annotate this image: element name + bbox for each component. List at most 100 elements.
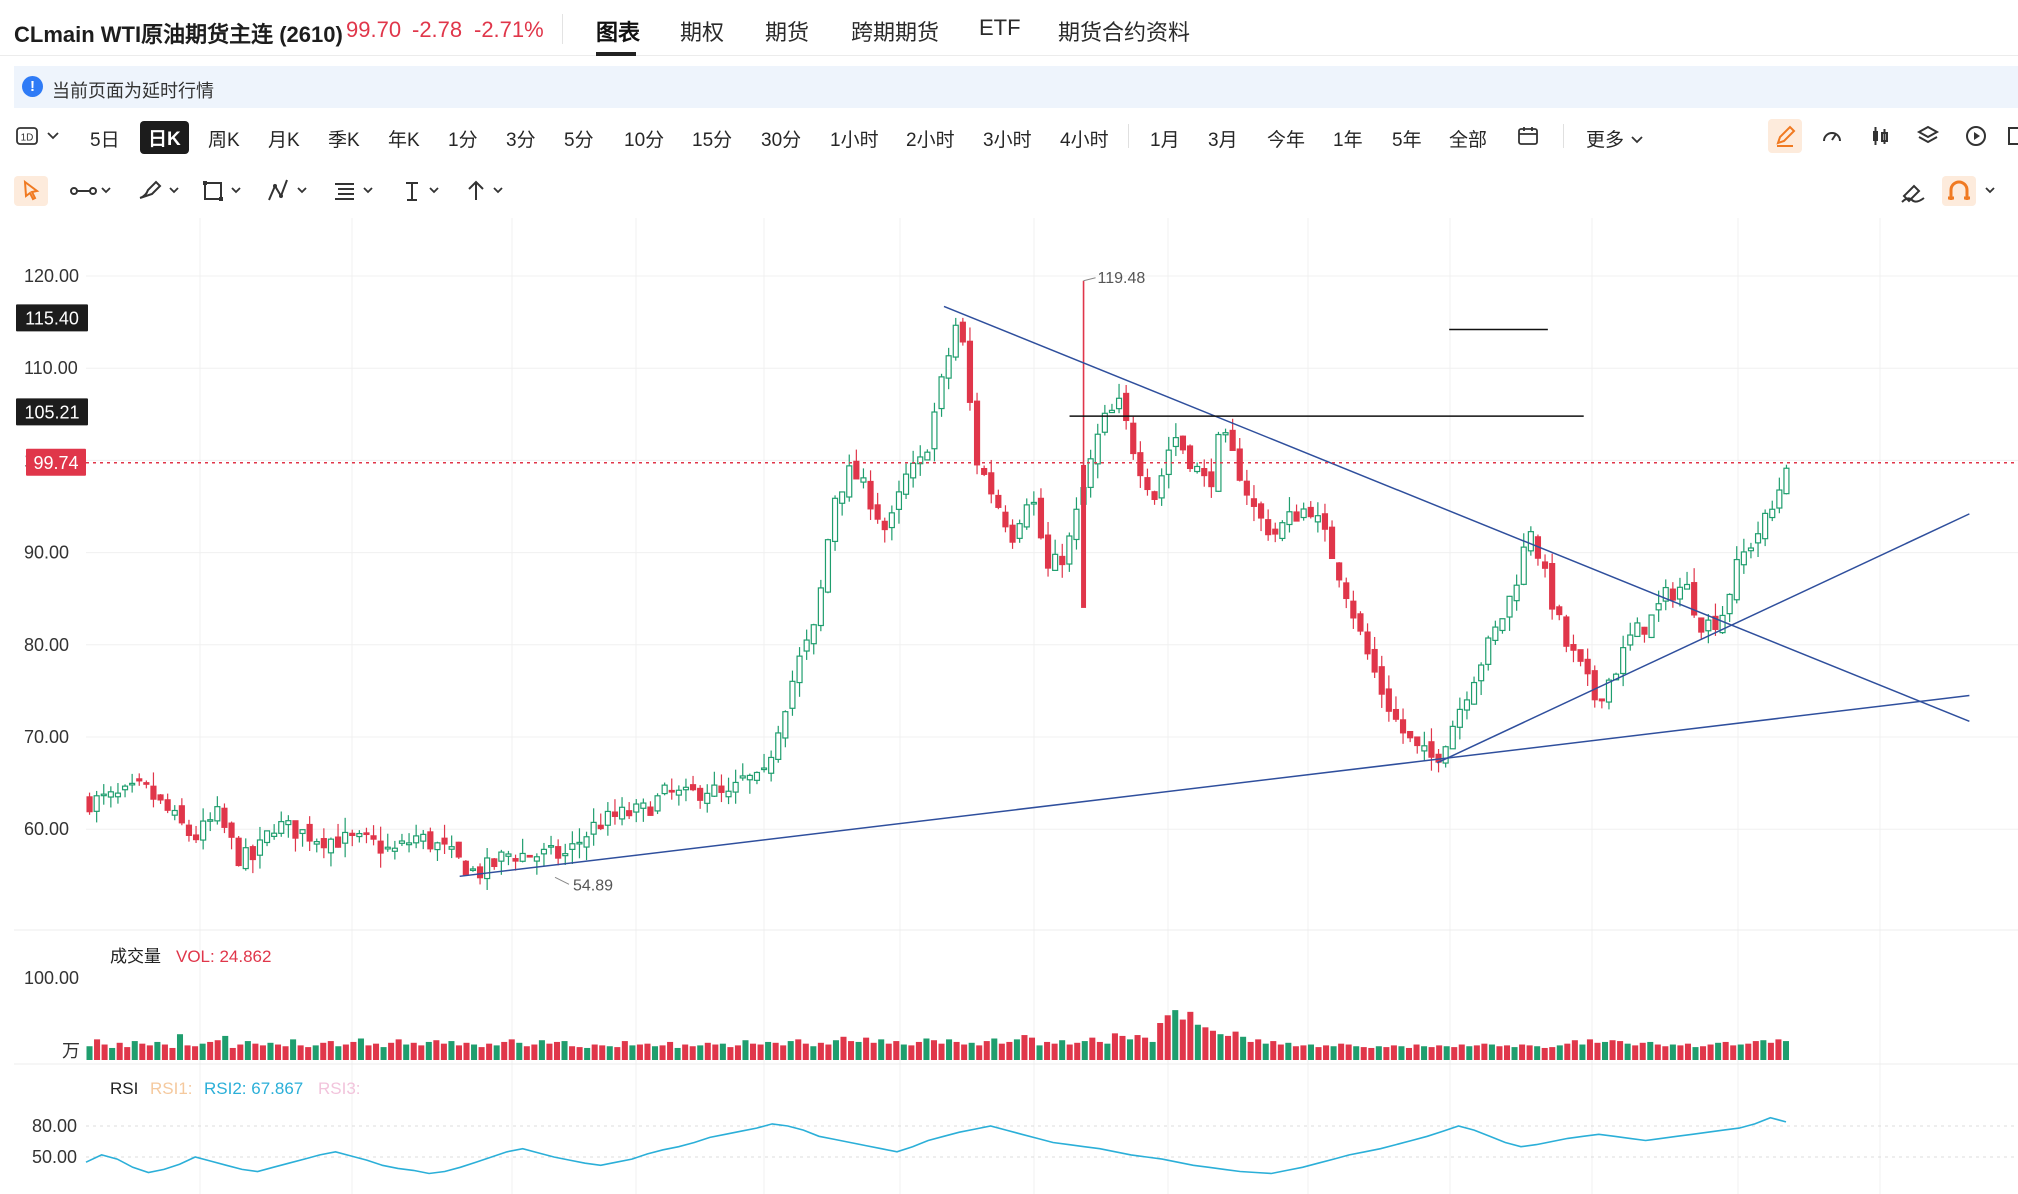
tab-contract-info[interactable]: 期货合约资料: [1058, 20, 1191, 45]
period-quarterly[interactable]: 季K: [328, 130, 360, 151]
speedometer-icon[interactable]: [1820, 124, 1844, 148]
volume-bar: [1571, 1040, 1578, 1060]
range-ytd[interactable]: 今年: [1267, 130, 1306, 151]
period-3min[interactable]: 3分: [506, 130, 536, 151]
volume-bar: [1503, 1045, 1511, 1060]
candle-body: [910, 462, 917, 479]
volume-bar: [214, 1040, 221, 1060]
brush-icon[interactable]: [136, 176, 184, 206]
tab-options[interactable]: 期权: [680, 20, 725, 45]
volume-bar: [757, 1044, 764, 1060]
cursor-icon[interactable]: [14, 176, 48, 206]
volume-bar: [968, 1042, 975, 1060]
fib-tool-icon[interactable]: [332, 176, 380, 206]
volume-title: 成交量: [110, 947, 161, 966]
pattern-tool-icon[interactable]: [266, 176, 314, 206]
price-tick-label: 110.00: [24, 358, 78, 378]
volume-bar: [591, 1044, 598, 1060]
period-4h[interactable]: 4小时: [1060, 130, 1109, 151]
candle-body: [1186, 445, 1194, 470]
candle-body: [1378, 666, 1385, 695]
eraser-icon[interactable]: [1898, 176, 1928, 206]
period-5min[interactable]: 5分: [564, 130, 594, 151]
volume-bar: [538, 1040, 545, 1060]
range-1y[interactable]: 1年: [1333, 130, 1363, 151]
period-30min[interactable]: 30分: [761, 130, 802, 151]
interval-dropdown[interactable]: 1D: [16, 125, 60, 153]
price-tag-value: 105.21: [24, 402, 79, 422]
candle-body: [136, 778, 143, 782]
candle-body: [1009, 524, 1016, 543]
candle-body: [1485, 637, 1492, 665]
period-monthly[interactable]: 月K: [268, 130, 300, 151]
volume-bar: [1028, 1037, 1036, 1060]
volume-bar: [1745, 1043, 1752, 1060]
arrow-tool-icon[interactable]: [464, 176, 512, 206]
period-daily[interactable]: 日K: [140, 121, 189, 154]
candle-body: [377, 840, 384, 854]
price-chart[interactable]: 120.00 110.00 100.00 90.00 80.00 70.00 60.00 1…: [0, 218, 2018, 1194]
layers-icon[interactable]: [1916, 124, 1940, 148]
text-tool-icon[interactable]: [400, 176, 448, 206]
period-weekly[interactable]: 周K: [208, 130, 240, 151]
volume-bar: [1700, 1046, 1707, 1060]
candle-body: [384, 846, 391, 850]
candle-body: [292, 820, 299, 839]
period-10min[interactable]: 10分: [624, 130, 665, 151]
volume-bar: [350, 1041, 357, 1060]
magnet-icon[interactable]: [1942, 176, 2008, 206]
rsi-title: RSI: [110, 1079, 138, 1098]
panel-icon[interactable]: [2008, 124, 2018, 148]
volume-bar: [1752, 1041, 1759, 1060]
period-1min[interactable]: 1分: [448, 130, 478, 151]
candle-body: [1605, 679, 1613, 703]
candle-body: [874, 504, 881, 520]
tab-futures[interactable]: 期货: [765, 20, 810, 45]
volume-bar: [1767, 1042, 1774, 1060]
date-range-icon[interactable]: [1516, 124, 1540, 148]
pencil-icon[interactable]: [1768, 119, 1802, 153]
candle-body: [1492, 626, 1499, 641]
candle-body: [1691, 582, 1698, 616]
volume-bar: [1609, 1040, 1616, 1060]
rectangle-tool-icon[interactable]: [200, 176, 248, 206]
tab-etf[interactable]: ETF: [979, 15, 1021, 40]
candlestick-icon[interactable]: [1868, 124, 1892, 148]
volume-bar: [1081, 1041, 1088, 1060]
volume-bar: [1089, 1037, 1096, 1060]
range-5y[interactable]: 5年: [1392, 130, 1422, 151]
period-3h[interactable]: 3小时: [983, 130, 1032, 151]
tab-chart[interactable]: 图表: [596, 20, 641, 45]
volume-bar: [440, 1043, 447, 1060]
candle-body: [370, 835, 377, 840]
candle-body: [1357, 613, 1364, 632]
candle-body: [129, 782, 136, 786]
tab-spread-futures[interactable]: 跨期期货: [851, 20, 940, 45]
more-periods-button[interactable]: 更多: [1586, 125, 1645, 152]
volume-unit: 万: [62, 1041, 80, 1061]
period-1h[interactable]: 1小时: [830, 130, 879, 151]
period-15min[interactable]: 15分: [692, 130, 733, 151]
period-5d[interactable]: 5日: [90, 130, 120, 151]
line-tool-icon[interactable]: [68, 176, 116, 206]
candle-body: [1591, 670, 1598, 701]
period-2h[interactable]: 2小时: [906, 130, 955, 151]
price-tick-label: 90.00: [24, 543, 69, 563]
range-3m[interactable]: 3月: [1208, 130, 1238, 151]
volume-bar: [486, 1043, 493, 1060]
chevron-down-icon: [47, 132, 59, 140]
volume-bar: [1051, 1043, 1058, 1060]
candle-body: [640, 802, 647, 809]
range-1m[interactable]: 1月: [1150, 130, 1180, 151]
volume-bar: [1172, 1010, 1179, 1060]
candle-body: [1016, 523, 1023, 539]
candle-body: [342, 831, 349, 844]
volume-bar: [900, 1044, 907, 1060]
volume-bar: [1164, 1015, 1171, 1060]
range-all[interactable]: 全部: [1449, 130, 1488, 151]
period-yearly[interactable]: 年K: [388, 130, 420, 151]
candle-body: [647, 806, 654, 816]
replay-icon[interactable]: [1964, 124, 1988, 148]
volume-bar: [1383, 1047, 1390, 1060]
drawing-toolbar: [0, 172, 2018, 212]
